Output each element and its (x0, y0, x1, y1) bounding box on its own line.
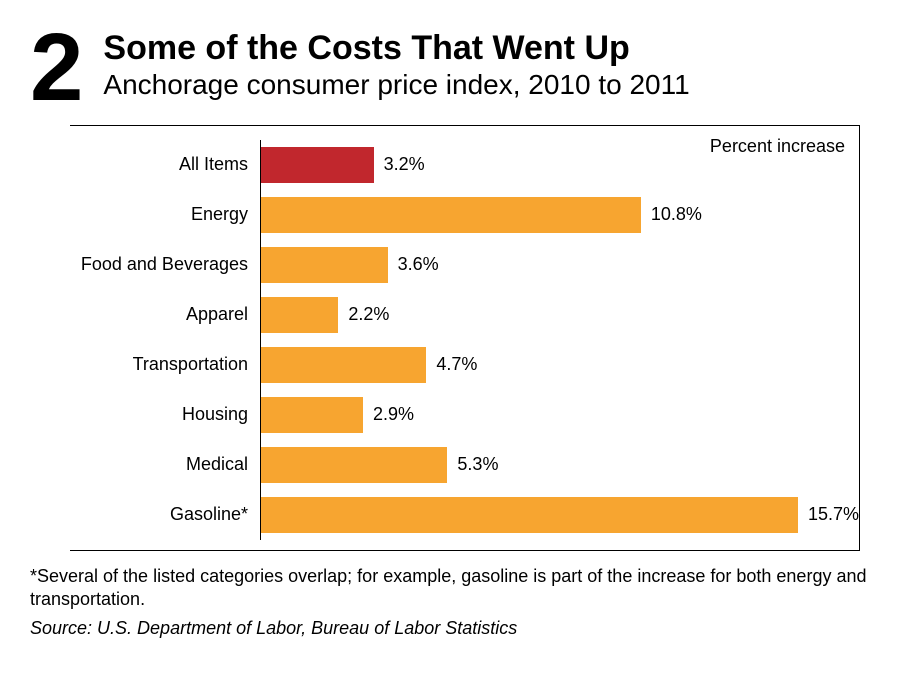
bar-value-label: 4.7% (436, 354, 477, 375)
bar (261, 297, 338, 333)
bar-value-label: 2.2% (348, 304, 389, 325)
chart-row: Medical 5.3% (70, 440, 859, 490)
bar-value-label: 10.8% (651, 204, 702, 225)
category-label: Apparel (70, 304, 260, 325)
category-label: Gasoline* (70, 504, 260, 525)
bar-value-label: 2.9% (373, 404, 414, 425)
bar-area: 3.2% (260, 140, 859, 190)
bar-value-label: 15.7% (808, 504, 859, 525)
source-line: Source: U.S. Department of Labor, Bureau… (30, 618, 870, 639)
section-number: 2 (30, 30, 79, 107)
chart-row: All Items 3.2% (70, 140, 859, 190)
bar-area: 5.3% (260, 440, 859, 490)
title-block: Some of the Costs That Went Up Anchorage… (103, 30, 870, 101)
chart-row: Food and Beverages 3.6% (70, 240, 859, 290)
bar (261, 347, 426, 383)
chart-row: Apparel 2.2% (70, 290, 859, 340)
bar-value-label: 3.6% (398, 254, 439, 275)
bar-value-label: 5.3% (457, 454, 498, 475)
category-label: Food and Beverages (70, 254, 260, 275)
bar (261, 147, 374, 183)
chart-subtitle: Anchorage consumer price index, 2010 to … (103, 69, 870, 101)
category-label: All Items (70, 154, 260, 175)
chart-container: Percent increase All Items3.2%Energy10.8… (70, 125, 860, 551)
bar-area: 2.9% (260, 390, 859, 440)
header: 2 Some of the Costs That Went Up Anchora… (30, 30, 870, 107)
category-label: Housing (70, 404, 260, 425)
bar-area: 15.7% (260, 490, 859, 540)
chart-title: Some of the Costs That Went Up (103, 30, 870, 67)
bar-area: 4.7% (260, 340, 859, 390)
bar-area: 3.6% (260, 240, 859, 290)
bar-value-label: 3.2% (384, 154, 425, 175)
bar-area: 2.2% (260, 290, 859, 340)
chart-row: Gasoline* 15.7% (70, 490, 859, 540)
chart-row: Energy 10.8% (70, 190, 859, 240)
bar (261, 447, 447, 483)
chart-row: Transportation 4.7% (70, 340, 859, 390)
bar (261, 497, 798, 533)
category-label: Medical (70, 454, 260, 475)
bar (261, 197, 641, 233)
category-label: Energy (70, 204, 260, 225)
bar (261, 397, 363, 433)
bar-chart: Percent increase All Items3.2%Energy10.8… (70, 125, 860, 551)
footnote: *Several of the listed categories overla… (30, 565, 870, 612)
bar (261, 247, 388, 283)
category-label: Transportation (70, 354, 260, 375)
chart-row: Housing 2.9% (70, 390, 859, 440)
bar-area: 10.8% (260, 190, 859, 240)
